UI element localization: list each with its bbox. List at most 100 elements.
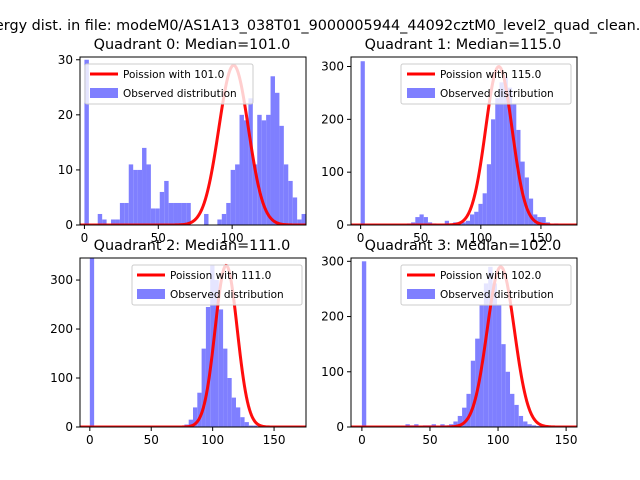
histogram-bar [527, 424, 532, 427]
y-tick-label: 100 [50, 371, 73, 385]
histogram-bar [482, 193, 487, 225]
axes-frame [350, 56, 578, 226]
histogram-bar [227, 378, 232, 427]
histogram-bar [419, 214, 424, 225]
quadrant-3-legend: Poission with 102.0 Observed distributio… [400, 264, 572, 306]
x-tick-label: 50 [144, 433, 159, 447]
histogram-bar [218, 309, 224, 427]
histogram-bar [240, 417, 245, 427]
histogram-bar [188, 419, 193, 427]
y-tick-label: 10 [58, 163, 73, 177]
histogram-bar [102, 219, 107, 225]
quadrant-0-plot-area: 0 50 100 0 10 20 30 [58, 53, 307, 245]
y-tick-label: 30 [58, 53, 73, 67]
histogram-bar [201, 348, 206, 427]
quadrant-1-panel: Quadrant 1: Median=115.0 0 50 100 150 0 100 20… [321, 37, 578, 245]
histogram-bar [461, 222, 466, 225]
x-tick-label: 50 [422, 433, 437, 447]
histogram-bar [230, 169, 236, 225]
histogram-bar [137, 169, 143, 225]
quadrant-2-legend-box [131, 264, 303, 306]
axes-frame [350, 257, 578, 428]
quadrant-2-title: Quadrant 2: Median=111.0 [94, 238, 291, 254]
quadrant-1-legend: Poission with 115.0 Observed distributio… [400, 63, 572, 105]
histogram-bar [510, 393, 515, 427]
y-tick-label: 300 [321, 254, 344, 268]
histogram-bar [512, 103, 517, 225]
histogram-bar [474, 211, 479, 225]
quadrant-2-panel: Quadrant 2: Median=111.0 0 50 100 150 0 100 20… [50, 238, 307, 447]
histogram-bar [261, 120, 267, 225]
quadrant-1-legend-hist-swatch [407, 88, 435, 98]
histogram-bar [244, 422, 249, 427]
histogram-bar [253, 425, 258, 427]
histogram-bar [507, 87, 513, 225]
x-tick-label: 100 [201, 433, 224, 447]
histogram-bar [248, 98, 253, 225]
histogram-bar [231, 397, 236, 427]
histogram-bar [462, 407, 467, 427]
histogram-bar [89, 258, 95, 427]
histogram-bar [483, 283, 489, 427]
histogram-bar [478, 203, 483, 225]
quadrant-1-legend-hist-label: Observed distribution [440, 88, 554, 100]
histogram-bar [301, 213, 306, 225]
histogram-bar [415, 217, 420, 225]
y-tick-label: 20 [58, 108, 73, 122]
histogram-bar [524, 177, 529, 225]
histogram-bar [159, 191, 165, 225]
y-tick-label: 300 [321, 60, 344, 74]
histogram-bar [142, 147, 147, 225]
y-tick-label: 0 [336, 420, 344, 434]
histogram-bar [279, 125, 284, 225]
poisson-fit-curve [80, 63, 306, 225]
histogram-bar [168, 202, 174, 225]
histogram-bar [536, 425, 541, 427]
histogram-bar [223, 348, 228, 427]
histogram-bar [537, 217, 542, 225]
histogram-bar [523, 421, 528, 427]
y-tick-label: 0 [65, 420, 73, 434]
quadrant-3-data-layer [351, 261, 577, 427]
histogram-bar [466, 393, 471, 427]
histogram-bar [177, 202, 182, 225]
histogram-bar [252, 164, 258, 225]
histogram-bar [186, 202, 191, 225]
histogram-bar [514, 404, 519, 427]
histogram-bar [84, 59, 89, 225]
histogram-bar [146, 164, 151, 225]
x-tick-label: 100 [469, 231, 492, 245]
histogram-bar [97, 213, 103, 225]
quadrant-0-legend-fit-label: Poission with 101.0 [123, 69, 224, 81]
histogram-bar [541, 217, 546, 225]
quadrant-3-plot-area: 0 50 100 150 0 100 200 300 [321, 254, 577, 447]
histogram-bar [470, 214, 475, 225]
histogram-bar [492, 283, 497, 427]
histogram-bar [528, 198, 534, 225]
y-tick-label: 0 [336, 218, 344, 232]
histogram-bar [288, 180, 293, 225]
quadrant-3-legend-hist-label: Observed distribution [440, 289, 554, 301]
x-tick-label: 100 [221, 231, 244, 245]
quadrant-3-legend-box [400, 264, 572, 306]
histogram-bar [173, 202, 178, 225]
y-tick-label: 200 [50, 322, 73, 336]
histogram-bar [204, 213, 209, 225]
histogram-bar [297, 219, 302, 225]
x-tick-label: 150 [529, 231, 552, 245]
y-tick-label: 200 [321, 310, 344, 324]
quadrant-2-legend-hist-swatch [137, 289, 165, 299]
histogram-bar [181, 202, 187, 225]
quadrant-0-panel: Quadrant 0: Median=101.0 0 50 100 0 10 20 30 P… [58, 37, 307, 245]
x-tick-label: 0 [357, 231, 365, 245]
histogram-bar [128, 164, 134, 225]
quadrant-2-plot-area: 0 50 100 150 0 100 200 300 [50, 257, 307, 447]
histogram-bar [495, 98, 500, 225]
quadrant-1-data-layer [351, 61, 577, 225]
quadrant-1-legend-box [400, 63, 572, 105]
histogram-bar [133, 169, 138, 225]
histogram-bar [505, 371, 511, 427]
histogram-bar [470, 360, 476, 427]
x-tick-label: 0 [86, 433, 94, 447]
